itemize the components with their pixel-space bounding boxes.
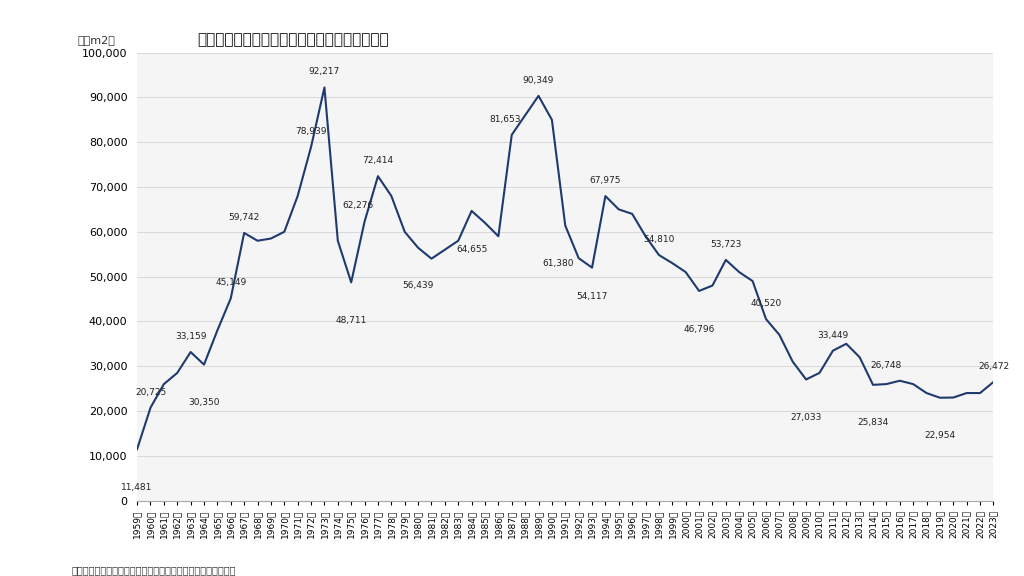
Text: 26,472: 26,472 — [978, 362, 1009, 371]
Text: 64,655: 64,655 — [456, 245, 487, 253]
Text: 90,349: 90,349 — [523, 75, 554, 85]
Text: 26,748: 26,748 — [870, 361, 902, 370]
Text: 54,117: 54,117 — [577, 291, 607, 301]
Text: 53,723: 53,723 — [711, 240, 741, 249]
Text: 27,033: 27,033 — [791, 413, 822, 422]
Text: 40,520: 40,520 — [751, 299, 781, 308]
Text: 61,380: 61,380 — [543, 259, 574, 268]
Text: 59,742: 59,742 — [228, 213, 260, 222]
Text: （千m2）: （千m2） — [77, 35, 115, 45]
Text: 56,439: 56,439 — [402, 281, 434, 290]
Text: 78,939: 78,939 — [295, 127, 327, 136]
Text: 22,954: 22,954 — [925, 431, 955, 440]
Text: 46,796: 46,796 — [683, 324, 715, 334]
Text: 30,350: 30,350 — [188, 398, 220, 407]
Text: 11,481: 11,481 — [122, 483, 153, 492]
Text: 81,653: 81,653 — [489, 115, 521, 124]
Text: 72,414: 72,414 — [362, 156, 393, 165]
Text: 54,810: 54,810 — [643, 235, 675, 244]
Text: 【出典】建築着工統計調査報告（国交省）のデータを基に作成: 【出典】建築着工統計調査報告（国交省）のデータを基に作成 — [72, 565, 237, 575]
Text: 25,834: 25,834 — [857, 418, 889, 427]
Text: 20,725: 20,725 — [135, 388, 166, 396]
Text: 33,159: 33,159 — [175, 332, 207, 341]
Text: 92,217: 92,217 — [309, 67, 340, 76]
Text: 主に鉄筋が使われる建築物の着工床面積の推移: 主に鉄筋が使われる建築物の着工床面積の推移 — [197, 32, 389, 47]
Text: 48,711: 48,711 — [336, 316, 367, 325]
Text: 33,449: 33,449 — [817, 331, 849, 339]
Text: 62,276: 62,276 — [342, 202, 374, 210]
Text: 45,149: 45,149 — [215, 278, 247, 287]
Text: 67,975: 67,975 — [590, 176, 622, 185]
